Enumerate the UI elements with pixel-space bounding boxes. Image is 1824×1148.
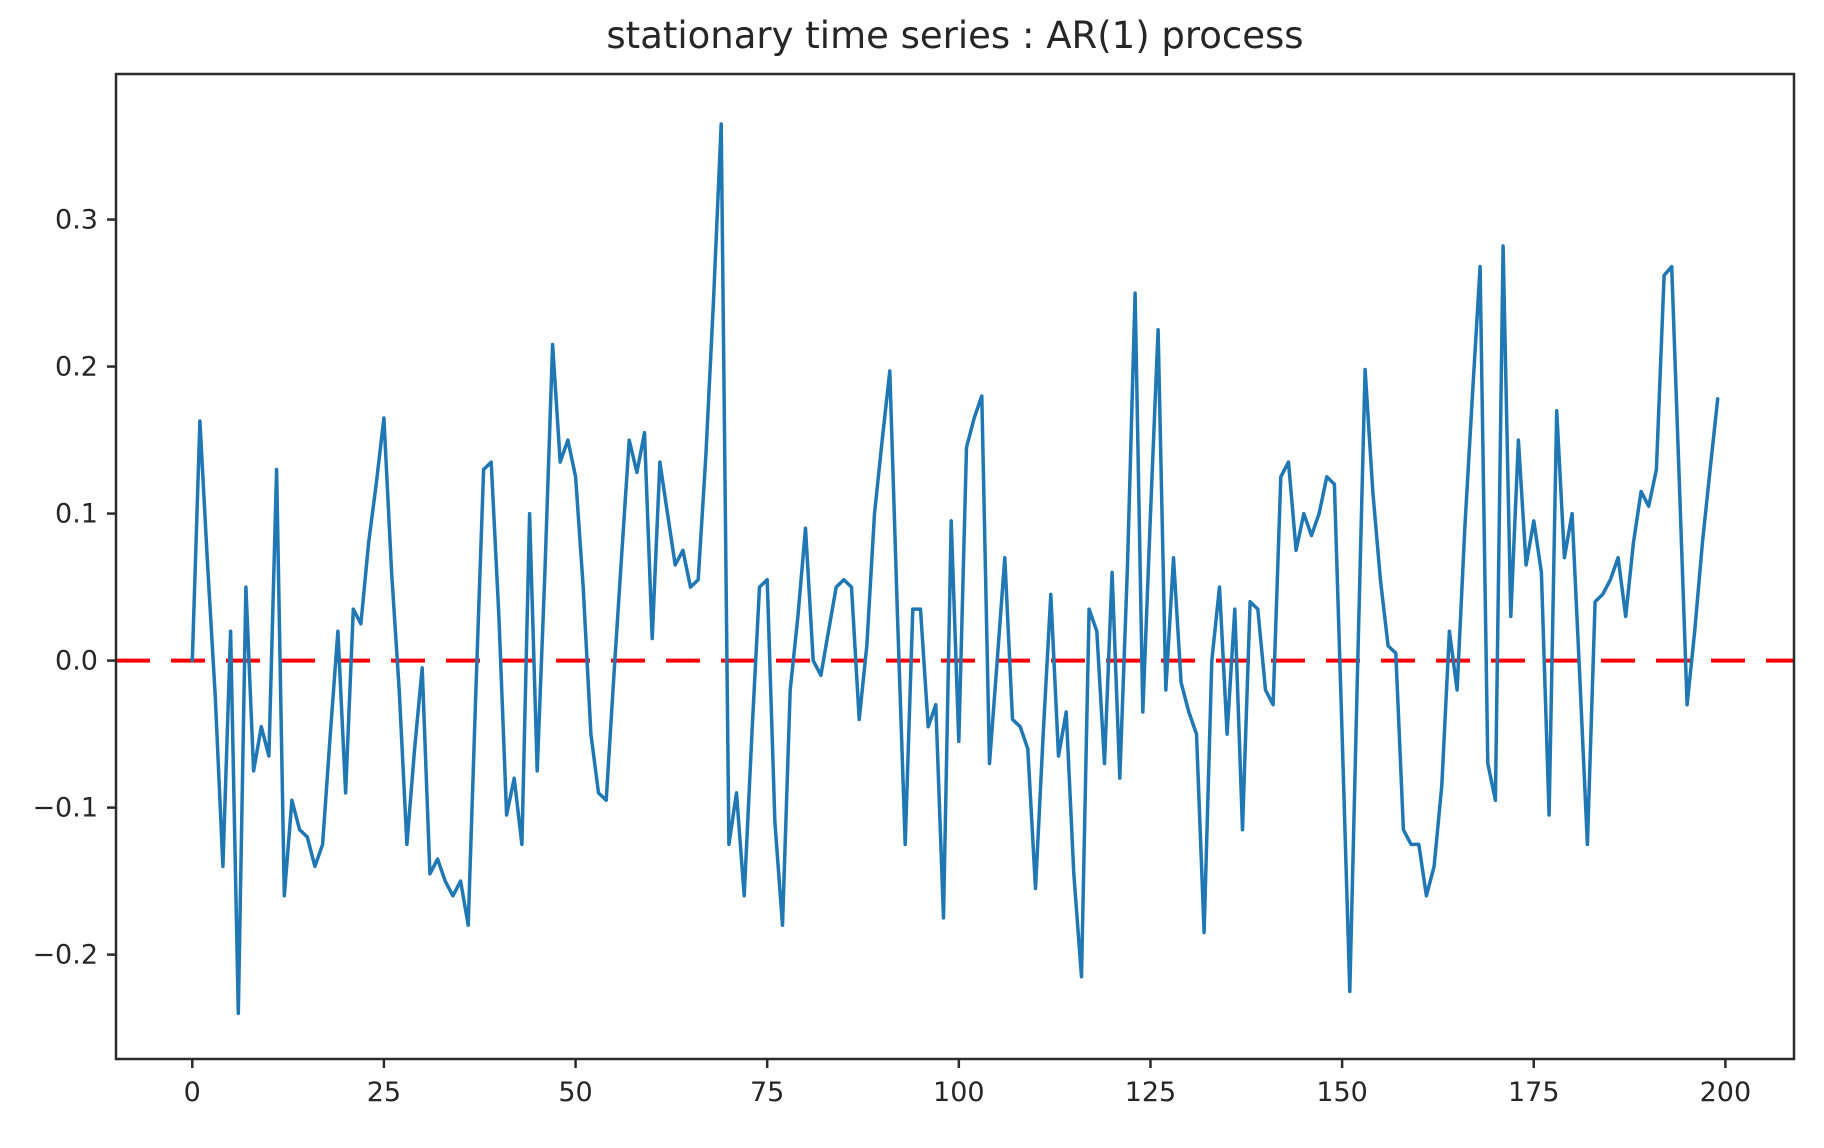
axes-spines	[114, 72, 1796, 1061]
y-tick-label: 0.3	[55, 205, 98, 236]
chart-title: stationary time series : AR(1) process	[606, 14, 1304, 57]
x-tick-label: 125	[1125, 1077, 1177, 1108]
x-tick-label: 75	[750, 1077, 784, 1108]
x-tick-label: 175	[1508, 1077, 1560, 1108]
x-tick-label: 100	[933, 1077, 985, 1108]
x-tick-label: 0	[184, 1077, 201, 1108]
y-tick-label: 0.2	[55, 352, 98, 383]
x-tick-label: 200	[1700, 1077, 1752, 1108]
ar1-series-line	[190, 122, 1720, 1016]
x-tick-label: 50	[558, 1077, 592, 1108]
x-tick-label: 150	[1316, 1077, 1368, 1108]
y-tick-label: −0.2	[32, 940, 98, 971]
y-tick-label: 0.0	[55, 646, 98, 677]
y-tick-label: −0.1	[32, 793, 98, 824]
x-tick-label: 25	[367, 1077, 401, 1108]
y-tick-label: 0.1	[55, 499, 98, 530]
